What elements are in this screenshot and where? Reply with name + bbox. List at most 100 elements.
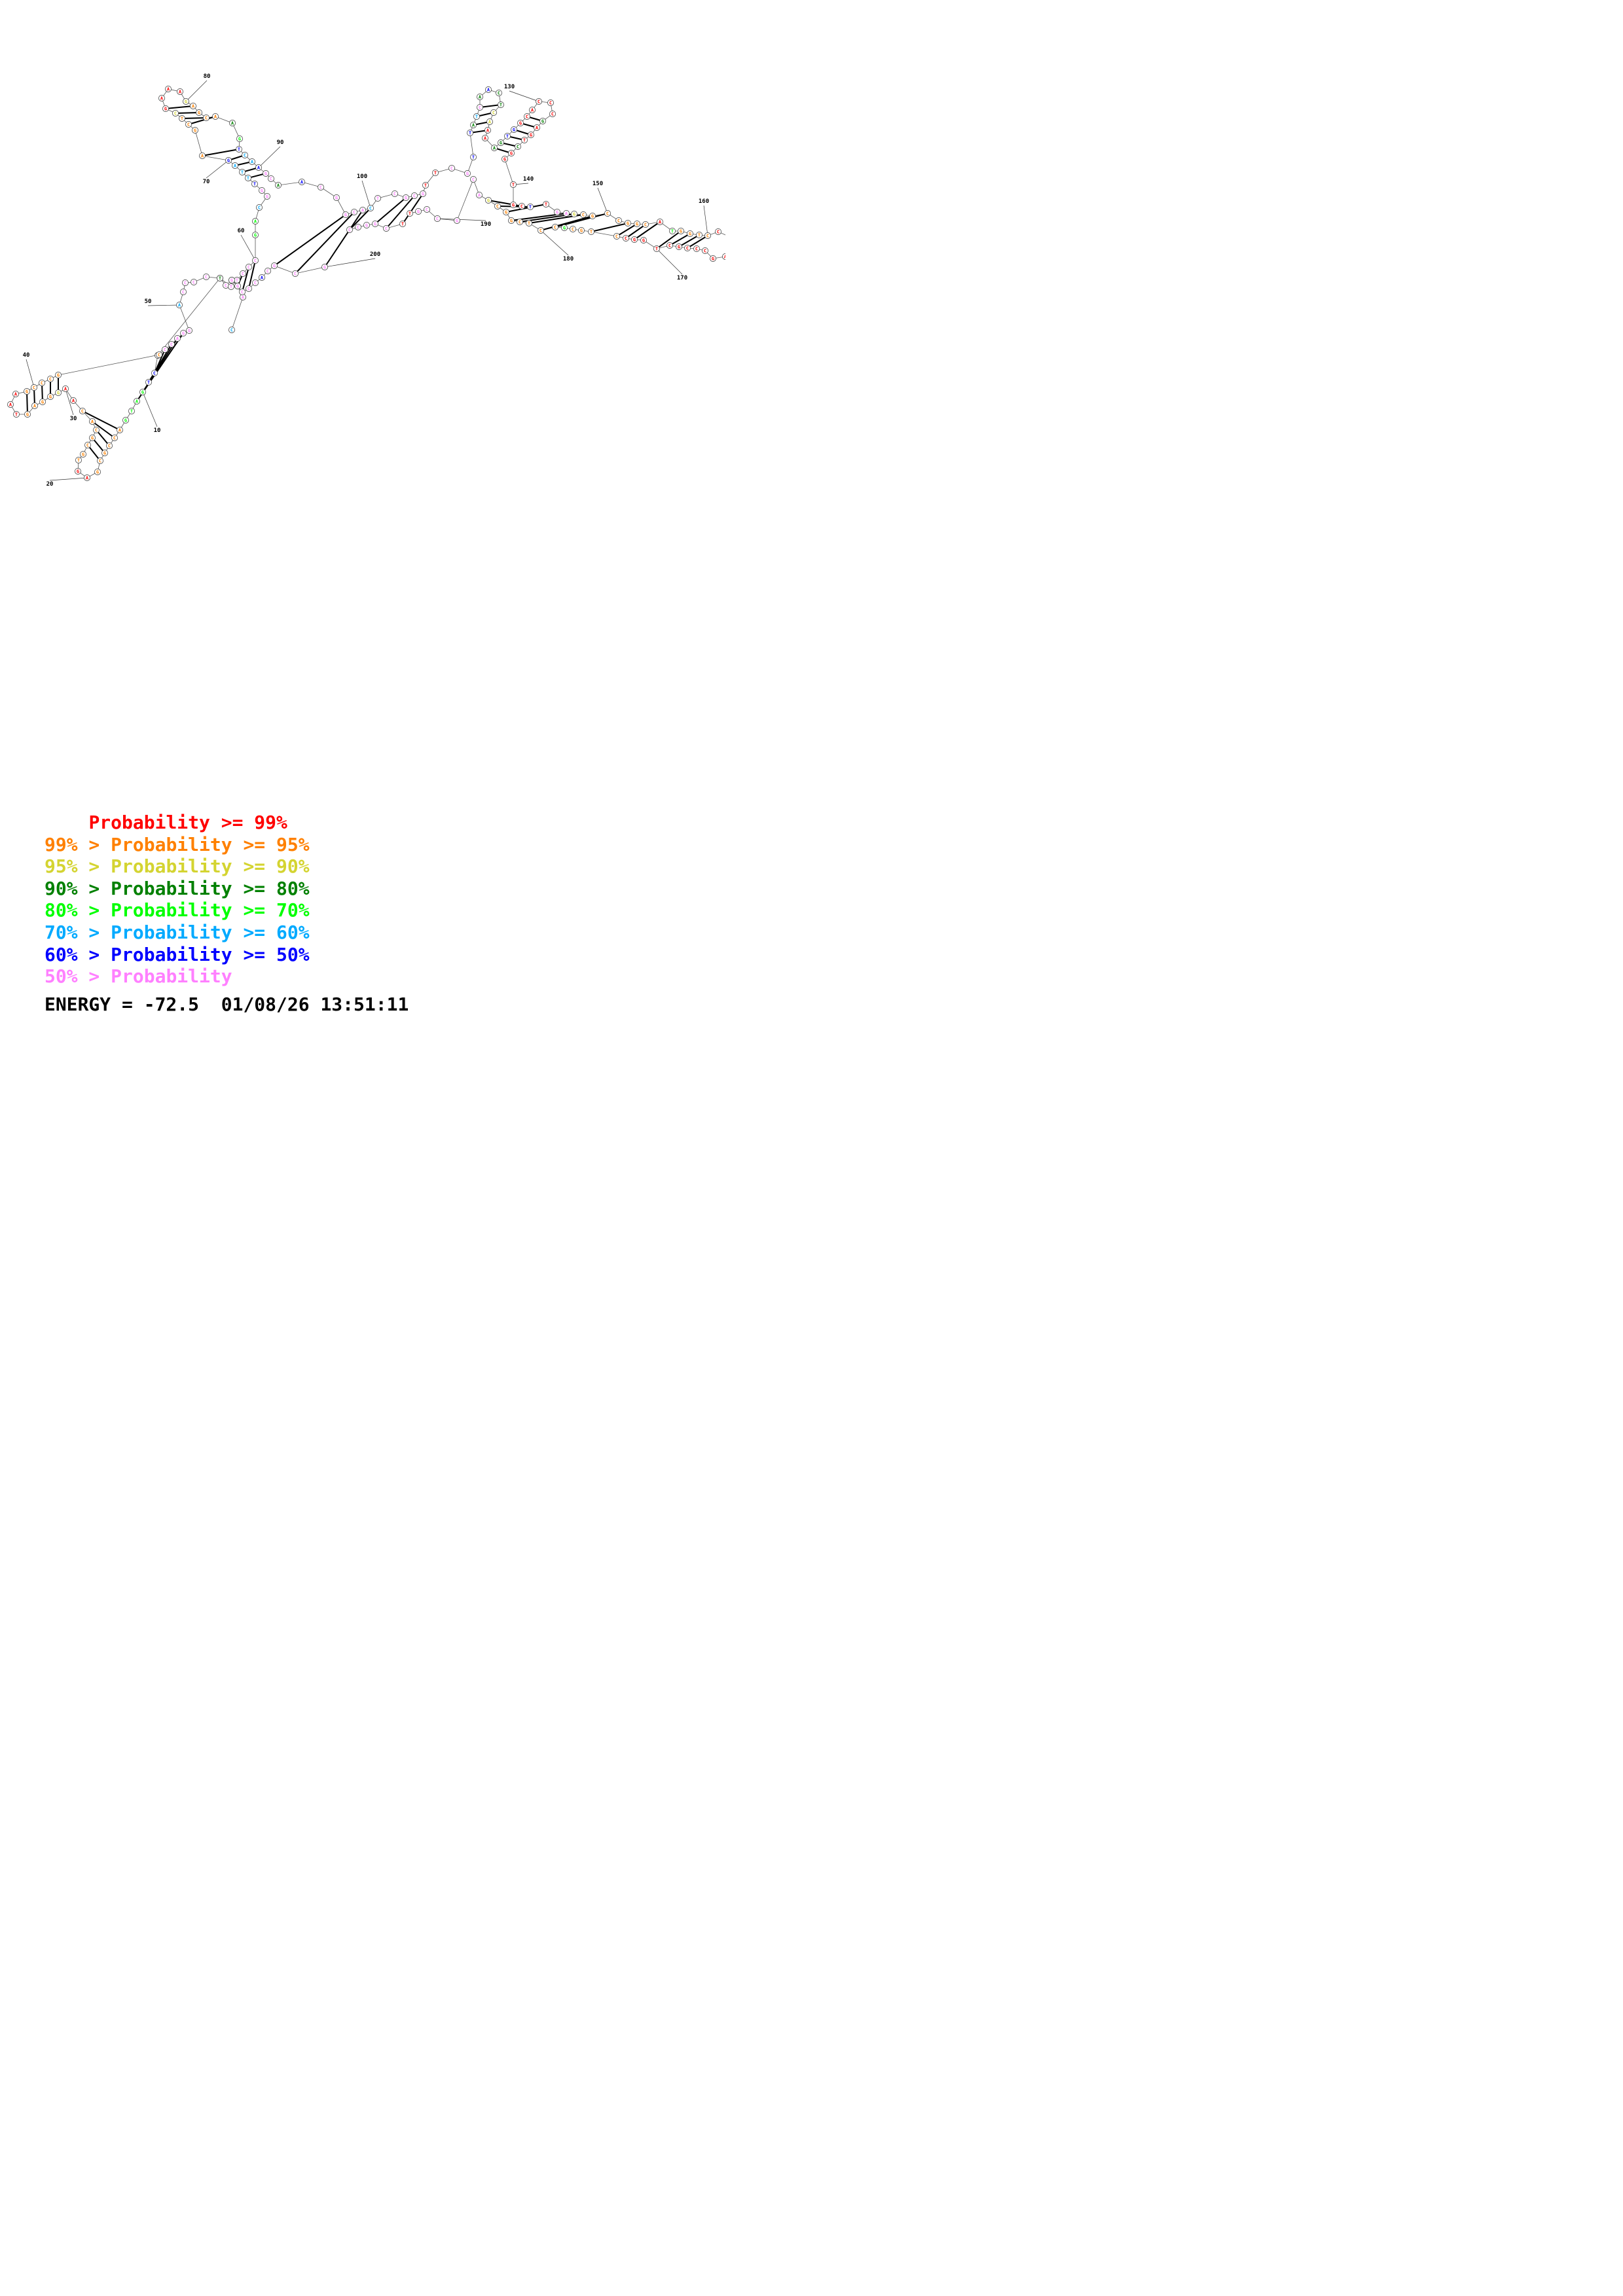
nucleotide-circle: [75, 468, 81, 475]
nucleotide: G: [186, 327, 192, 334]
nucleotide: G: [454, 217, 460, 224]
nucleotide: C: [490, 109, 497, 116]
nucleotide: C: [47, 376, 54, 382]
nucleotide: A: [470, 122, 477, 128]
nucleotide: G: [510, 202, 517, 208]
nucleotide-circle: [31, 384, 37, 391]
nucleotide-circle: [604, 210, 611, 217]
nucleotide-circle: [259, 187, 265, 194]
nucleotide-circle: [464, 170, 471, 177]
nucleotide-letter: T: [77, 458, 80, 463]
nucleotide-letter: C: [242, 272, 244, 277]
nucleotide-letter: G: [580, 228, 583, 234]
base-pair-bond: [295, 211, 355, 274]
nucleotide-circle: [501, 156, 508, 162]
nucleotide: C: [318, 184, 324, 190]
position-tick: [258, 146, 281, 168]
nucleotide-circle: [496, 90, 502, 96]
nucleotide-circle: [657, 219, 663, 225]
nucleotide-circle: [234, 283, 241, 289]
nucleotide-circle: [252, 257, 259, 264]
nucleotide-letter: A: [160, 96, 164, 101]
base-pair-bond: [87, 444, 101, 461]
base-pair-bond: [402, 193, 424, 224]
nucleotide-circles: CACCCCCCTGATGACCGCGAGTGCGCACAAGGGAGTAAGC…: [7, 86, 725, 481]
nucleotide-letter: G: [556, 210, 558, 215]
nucleotide-circle: [519, 203, 525, 209]
nucleotide: C: [519, 203, 525, 209]
nucleotide-circle: [631, 236, 638, 243]
nucleotide-circle: [693, 245, 700, 252]
nucleotide: C: [536, 98, 542, 105]
nucleotide: A: [212, 113, 219, 120]
nucleotide-circle: [13, 411, 20, 418]
nucleotide-letter: A: [179, 90, 182, 95]
nucleotide-circle: [653, 245, 660, 252]
nucleotide-letter: A: [242, 295, 245, 300]
nucleotide-circle: [134, 398, 140, 404]
nucleotide: A: [232, 162, 238, 169]
nucleotide-circle: [580, 211, 587, 218]
nucleotide: G: [578, 227, 585, 234]
nucleotide-letter: A: [178, 303, 181, 308]
nucleotide-letter: G: [77, 469, 79, 475]
position-label: 10: [154, 427, 161, 434]
nucleotide: G: [75, 468, 81, 475]
nucleotide-circle: [275, 182, 282, 188]
nucleotide-letter: G: [198, 111, 200, 116]
nucleotide: A: [70, 397, 77, 404]
nucleotide: C: [156, 351, 162, 358]
position-tick: [147, 304, 180, 306]
base-pair-bond: [669, 233, 691, 246]
nucleotide-circle: [180, 330, 187, 336]
nucleotide: C: [252, 279, 259, 286]
nucleotide: C: [549, 111, 556, 117]
nucleotide: G: [183, 98, 189, 105]
nucleotide-circle: [251, 181, 258, 187]
nucleotide: G: [228, 277, 235, 283]
nucleotide-letter: G: [26, 412, 29, 418]
nucleotide-letter: C: [158, 353, 160, 358]
nucleotide: C: [411, 192, 418, 199]
base-pair-bond: [386, 195, 415, 229]
nucleotide: C: [79, 408, 86, 414]
nucleotide-letter: G: [513, 128, 515, 133]
nucleotide-letter: G: [236, 284, 239, 289]
position-number-labels: 10 20 30 40 50 60 70 80 90 100 130 140 150 160 170 180 1…: [23, 73, 710, 488]
nucleotide-circle: [504, 133, 511, 139]
nucleotide: G: [687, 230, 693, 237]
nucleotide: A: [485, 86, 492, 93]
nucleotide-circle: [268, 175, 274, 182]
nucleotide-circle: [246, 285, 252, 292]
nucleotide-letter: G: [82, 452, 84, 457]
nucleotide-letter: T: [230, 285, 232, 290]
position-tick: [361, 180, 371, 209]
nucleotide-circle: [342, 211, 349, 218]
nucleotide-circle: [122, 417, 129, 423]
nucleotide: T: [527, 204, 534, 210]
nucleotide-circle: [212, 113, 219, 120]
nucleotide: C: [162, 346, 168, 353]
nucleotide: C: [623, 235, 629, 242]
nucleotide-circle: [55, 389, 62, 396]
nucleotide-letter: C: [182, 290, 185, 295]
nucleotide: C: [39, 380, 45, 386]
nucleotide-circle: [84, 475, 90, 481]
nucleotide: G: [196, 109, 202, 116]
nucleotide: T: [498, 101, 504, 108]
nucleotide-circle: [403, 194, 409, 201]
nucleotide-circle: [245, 175, 251, 181]
nucleotide-letter: T: [528, 221, 530, 226]
legend-label: Probability: [111, 965, 232, 988]
nucleotide-letter: C: [617, 219, 620, 224]
nucleotide-letter: C: [95, 428, 98, 433]
nucleotide-letter: C: [644, 223, 647, 228]
nucleotide: C: [106, 442, 113, 449]
nucleotide-circle: [470, 154, 477, 160]
nucleotide-circle: [177, 88, 183, 95]
nucleotide: G: [710, 255, 716, 262]
nucleotide-letter: T: [15, 412, 18, 418]
nucleotide-circle: [710, 255, 716, 262]
nucleotide-circle: [239, 289, 246, 295]
nucleotide-letter: C: [86, 443, 89, 448]
